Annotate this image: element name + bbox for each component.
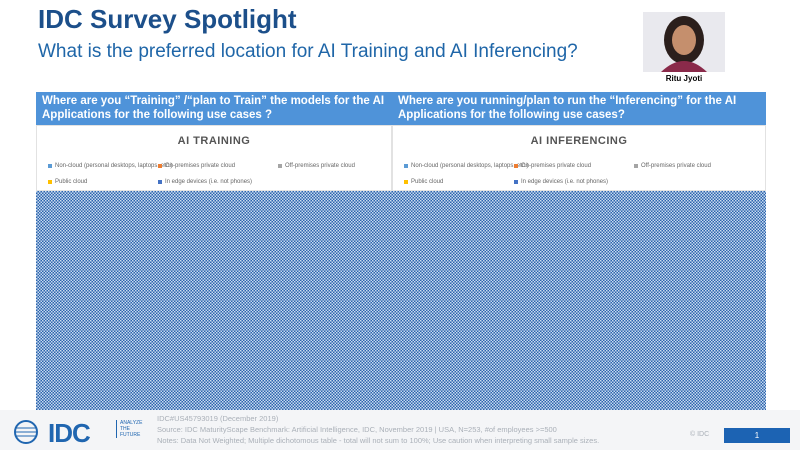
legend-swatch (278, 164, 282, 168)
subtitle: What is the preferred location for AI Tr… (38, 41, 578, 62)
legend-item: In edge devices (i.e. not phones) (514, 179, 608, 185)
legend-label: In edge devices (i.e. not phones) (165, 179, 253, 185)
legend-label: Non-cloud (personal desktops, laptops, e… (411, 163, 529, 169)
speaker-photo (643, 12, 725, 72)
legend-item: On-premises private cloud (158, 163, 235, 169)
legend-label: Public cloud (411, 179, 444, 185)
obscured-chart-area (36, 191, 766, 410)
legend-swatch (514, 180, 518, 184)
logo: IDC (48, 418, 91, 448)
legend-label: Public cloud (55, 179, 88, 185)
legend-item: Non-cloud (personal desktops, laptops, e… (48, 163, 172, 169)
legend-item: Non-cloud (personal desktops, laptops, e… (404, 163, 528, 169)
speaker-name: Ritu Jyoti (665, 74, 703, 83)
legend-item: Public cloud (48, 179, 87, 185)
question: Where are you “Training” /“plan to Train… (42, 95, 385, 121)
legend-label: Non-cloud (personal desktops, laptops, e… (55, 163, 173, 169)
title: IDC Survey Spotlight (38, 4, 297, 34)
doc-id: IDC#US45793019 (December 2019) (157, 414, 279, 423)
question: Where are you running/plan to run the “I… (398, 95, 737, 121)
source: Source: IDC MaturityScape Benchmark: Art… (157, 425, 557, 434)
legend-swatch (404, 164, 408, 168)
legend-item: In edge devices (i.e. not phones) (158, 179, 252, 185)
legend-label: Off-premises private cloud (285, 163, 355, 169)
legend-item: Off-premises private cloud (278, 163, 355, 169)
chart-title: AI INFERENCING (530, 135, 628, 147)
chart-panel (36, 125, 392, 191)
chart-panel (392, 125, 766, 191)
copyright: © IDC (690, 431, 710, 438)
legend-swatch (158, 164, 162, 168)
legend-swatch (634, 164, 638, 168)
question-band (36, 92, 766, 125)
footer (0, 410, 800, 450)
legend-swatch (158, 180, 162, 184)
notes: Notes: Data Not Weighted; Multiple dicho… (157, 436, 600, 445)
logo-globe (14, 420, 38, 444)
legend-item: Off-premises private cloud (634, 163, 711, 169)
legend-swatch (48, 164, 52, 168)
legend-swatch (404, 180, 408, 184)
legend-swatch (48, 180, 52, 184)
legend-label: In edge devices (i.e. not phones) (521, 179, 609, 185)
legend-item: On-premises private cloud (514, 163, 591, 169)
photo-illustration (661, 16, 707, 72)
legend-item: Public cloud (404, 179, 443, 185)
page-number: 1 (724, 428, 790, 443)
tagline: ANALYZE THE FUTURE (116, 420, 146, 438)
chart-title: AI TRAINING (177, 135, 251, 147)
legend-label: On-premises private cloud (165, 163, 236, 169)
legend-label: On-premises private cloud (521, 163, 592, 169)
legend-swatch (514, 164, 518, 168)
legend-label: Off-premises private cloud (641, 163, 711, 169)
